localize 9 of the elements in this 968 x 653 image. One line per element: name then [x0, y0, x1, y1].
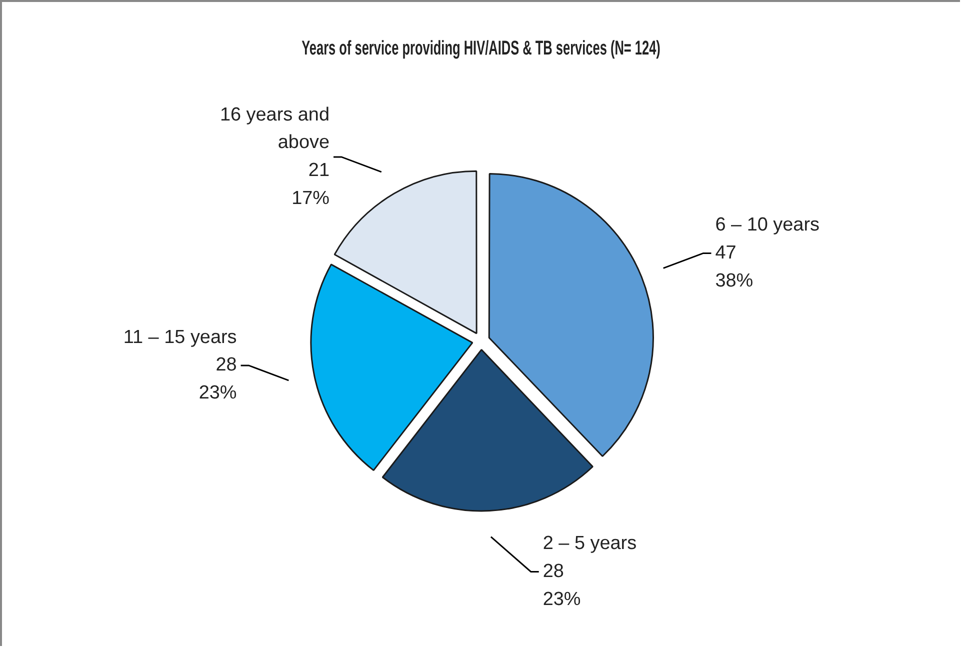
data-label: 21 17%	[292, 160, 330, 210]
data-label: 47 38%	[715, 242, 754, 292]
slice-label: 16 years and above	[220, 104, 330, 154]
chart-title: Years of service providing HIV/AIDS & TB services (N= 124)	[302, 36, 660, 60]
slice-label: 6 – 10 years	[715, 214, 820, 236]
slice-label: 2 – 5 years	[542, 533, 637, 554]
data-label: 28 23%	[542, 560, 581, 610]
slice-label: 11 – 15 years	[123, 326, 237, 348]
data-label: 28 23%	[198, 354, 237, 404]
